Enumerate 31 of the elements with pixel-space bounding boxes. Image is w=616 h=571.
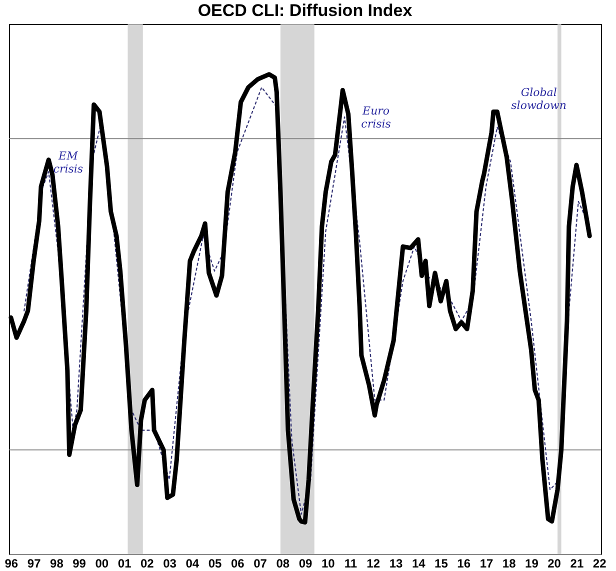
x-tick-label: 16 [457, 556, 471, 570]
annotation: Global slowdown [511, 86, 567, 112]
annotation: Euro crisis [361, 104, 392, 130]
x-tick-label: 00 [95, 556, 109, 570]
x-tick-label: 98 [50, 556, 64, 570]
x-tick-label: 21 [570, 556, 584, 570]
x-tick-label: 18 [502, 556, 516, 570]
x-tick-label: 99 [72, 556, 86, 570]
x-tick-label: 02 [140, 556, 154, 570]
chart-title: OECD CLI: Diffusion Index [198, 1, 413, 20]
x-tick-label: 08 [276, 556, 290, 570]
annotation: EM crisis [53, 150, 84, 176]
x-tick-label: 05 [208, 556, 222, 570]
x-tick-label: 19 [525, 556, 539, 570]
x-tick-label: 10 [321, 556, 336, 570]
x-tick-label: 09 [298, 556, 313, 570]
x-tick-label: 07 [254, 556, 268, 570]
x-tick-label: 03 [163, 556, 177, 570]
x-tick-label: 97 [27, 556, 42, 570]
x-tick-label: 06 [230, 556, 245, 570]
x-tick-label: 96 [4, 556, 18, 570]
x-tick-label: 13 [389, 556, 404, 570]
x-tick-label: 04 [186, 556, 200, 570]
x-tick-label: 20 [548, 556, 562, 570]
x-tick-label: 12 [366, 556, 380, 570]
x-tick-label: 22 [592, 556, 607, 570]
x-tick-label: 01 [118, 556, 132, 570]
x-tick-label: 17 [480, 556, 494, 570]
x-tick-label: 14 [412, 556, 426, 570]
x-tick-label: 15 [434, 556, 448, 570]
x-tick-label: 11 [344, 556, 358, 570]
